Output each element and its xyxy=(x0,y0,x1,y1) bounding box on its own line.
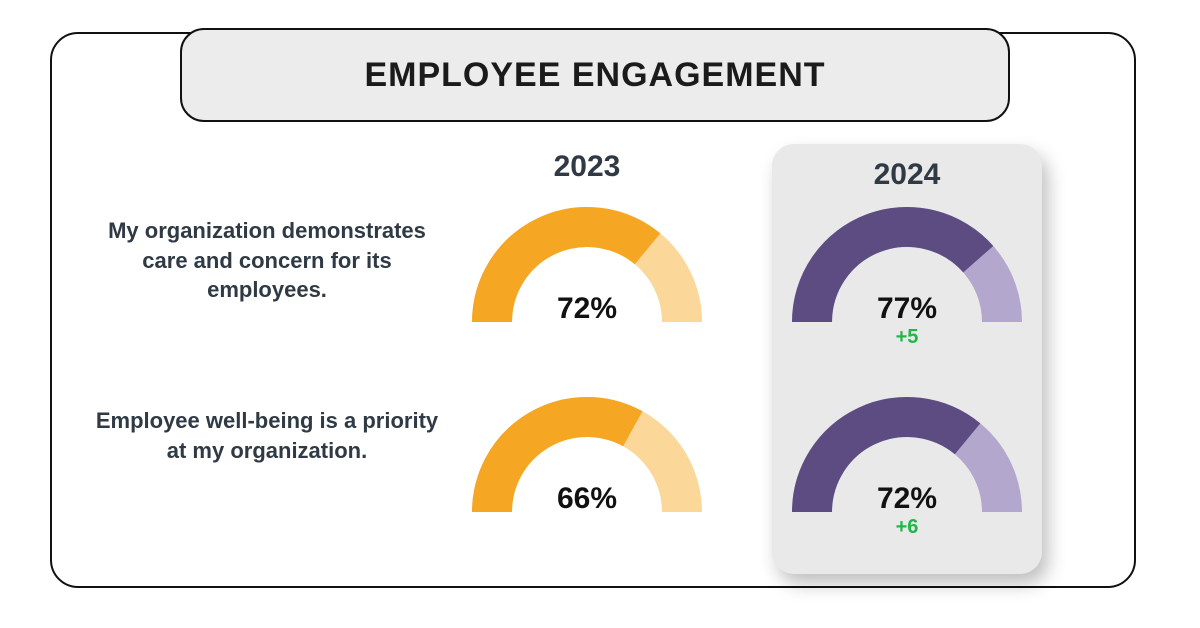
question-label-1: Employee well-being is a priority at my … xyxy=(92,406,442,465)
gauge-row1-2023: 66% xyxy=(472,396,702,514)
question-label-0: My organization demonstrates care and co… xyxy=(92,216,442,305)
title-pill: EMPLOYEE ENGAGEMENT xyxy=(180,28,1010,122)
gauge-delta: +5 xyxy=(792,326,1022,349)
gauge-row0-2024: 77% +5 xyxy=(792,206,1022,354)
gauge-delta: +6 xyxy=(792,516,1022,539)
gauge-percent: 72% xyxy=(472,292,702,326)
gauge-percent: 66% xyxy=(472,482,702,516)
gauge-row1-2024: 72% +6 xyxy=(792,396,1022,544)
content-area: 2023 2024 My organization demonstrates c… xyxy=(52,134,1134,586)
gauge-percent: 72% xyxy=(792,482,1022,516)
gauge-percent: 77% xyxy=(792,292,1022,326)
title-text: EMPLOYEE ENGAGEMENT xyxy=(364,56,825,95)
year-label-2023: 2023 xyxy=(472,150,702,184)
year-label-2024: 2024 xyxy=(792,158,1022,192)
card-frame: EMPLOYEE ENGAGEMENT 2023 2024 My organiz… xyxy=(50,32,1136,588)
gauge-row0-2023: 72% xyxy=(472,206,702,324)
